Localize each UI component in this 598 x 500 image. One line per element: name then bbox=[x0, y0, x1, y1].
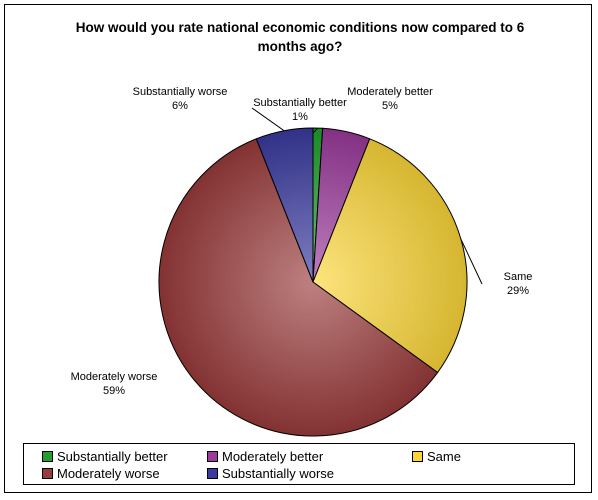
leader-line-substantially-better bbox=[312, 127, 319, 134]
legend-label-substantially-worse: Substantially worse bbox=[222, 466, 334, 481]
slice-value-moderately-better: 5% bbox=[382, 100, 398, 112]
slice-same bbox=[312, 138, 468, 374]
legend-item-moderately-worse: Moderately worse bbox=[42, 466, 160, 481]
legend-label-same: Same bbox=[427, 449, 461, 464]
slice-label-moderately-better: Moderately better bbox=[347, 86, 433, 98]
slice-label-substantially-better: Substantially better bbox=[253, 97, 347, 109]
leader-line-same bbox=[460, 238, 483, 285]
legend-swatch-substantially-worse bbox=[207, 468, 218, 479]
slice-moderately-worse bbox=[158, 138, 439, 437]
slice-label-moderately-worse: Moderately worse bbox=[71, 371, 158, 383]
legend-label-moderately-worse: Moderately worse bbox=[57, 466, 160, 481]
legend-swatch-moderately-better bbox=[207, 451, 218, 462]
legend-swatch-moderately-worse bbox=[42, 468, 53, 479]
legend: Substantially better Moderately better Sam… bbox=[23, 443, 575, 485]
legend-label-moderately-better: Moderately better bbox=[222, 449, 324, 464]
legend-swatch-same bbox=[412, 451, 423, 462]
legend-item-same: Same bbox=[412, 449, 461, 464]
legend-item-substantially-worse: Substantially worse bbox=[207, 466, 334, 481]
legend-item-moderately-better: Moderately better bbox=[207, 449, 323, 464]
leader-line-substantially-worse bbox=[251, 107, 285, 132]
legend-label-substantially-better: Substantially better bbox=[57, 449, 168, 464]
slice-label-substantially-worse: Substantially worse bbox=[133, 86, 228, 98]
slice-value-same: 29% bbox=[507, 285, 529, 297]
slice-value-moderately-worse: 59% bbox=[103, 385, 125, 397]
slice-value-substantially-worse: 6% bbox=[172, 100, 188, 112]
legend-swatch-substantially-better bbox=[42, 451, 53, 462]
chart-title: How would you rate national economic con… bbox=[75, 20, 525, 54]
slice-label-same: Same bbox=[504, 271, 533, 283]
slice-value-substantially-better: 1% bbox=[292, 111, 308, 123]
legend-item-substantially-better: Substantially better bbox=[42, 449, 168, 464]
